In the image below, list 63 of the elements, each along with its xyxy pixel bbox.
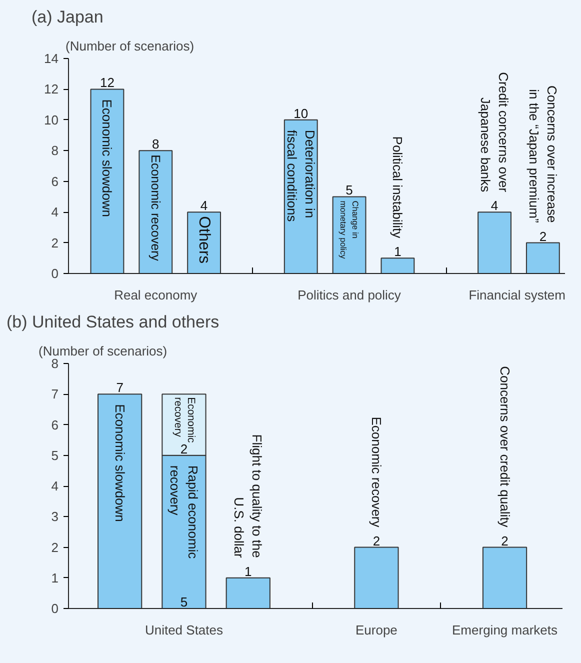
x-tick-label: Others [196, 216, 213, 264]
bar [138, 150, 173, 274]
y-tick-label: 4 [51, 478, 59, 494]
y-tick-label: 6 [51, 417, 59, 432]
y-axis-title: (Number of scenarios) [66, 38, 194, 54]
y-tick-label: 1 [51, 570, 59, 586]
y-tick-label: 14 [44, 51, 59, 66]
y-tick-label: 2 [51, 540, 59, 555]
x-tick-label: Concerns over credit quality [497, 366, 512, 528]
y-tick-label: 5 [51, 448, 59, 463]
bar [380, 258, 415, 274]
data-label: 7 [116, 380, 124, 396]
y-tick-label: 12 [44, 82, 59, 97]
y-axis-title: (Number of scenarios) [38, 344, 168, 358]
data-label: 12 [100, 75, 114, 90]
data-label: 1 [394, 244, 402, 260]
bar [354, 546, 399, 608]
y-tick-label: 8 [51, 356, 59, 371]
text: Politics and policy [298, 288, 402, 302]
bar [90, 88, 124, 274]
data-label: 4 [200, 198, 208, 214]
x-tick-label: Credit concerns over Japanese banks [478, 72, 512, 193]
x-tick-label: Economic slowdown [112, 404, 128, 522]
data-label: 5 [180, 594, 188, 610]
text: United States [144, 622, 224, 638]
y-tick-label: 4 [51, 204, 59, 220]
text: Real economy [114, 288, 198, 302]
x-tick-label: Deterioration in fiscal conditions [284, 130, 318, 222]
x-tick-label: Political instability [390, 136, 406, 239]
x-tick-label: Economic recovery [368, 416, 384, 528]
text: Emerging markets [452, 622, 558, 638]
y-tick-label: 2 [51, 235, 59, 250]
data-label: 4 [490, 198, 498, 214]
data-label: 2 [372, 533, 380, 548]
y-tick-label: 7 [51, 386, 59, 402]
data-label: 8 [152, 136, 160, 152]
text: Financial system [468, 288, 566, 302]
y-tick-label: 3 [51, 509, 59, 524]
x-tick-label: Concerns over increase in the “Japan premium” [526, 86, 560, 223]
x-tick-label: Rapid economic recovery [167, 465, 200, 560]
y-tick-label: 0 [51, 266, 59, 281]
bar [98, 394, 142, 608]
data-label: 1 [244, 564, 252, 579]
data-label: 2 [180, 441, 188, 456]
x-tick-label: Economic recovery [148, 154, 163, 262]
chart-title: (b) United States and others [6, 312, 220, 332]
data-label: 2 [501, 533, 508, 548]
data-label: 10 [294, 106, 308, 121]
bar [226, 577, 270, 608]
x-tick-label: Flight to quality to the U.S. dollar [232, 434, 265, 559]
x-tick-label: Change in monetary policy [338, 200, 360, 260]
y-tick-label: 6 [51, 174, 59, 189]
data-label: 5 [346, 182, 353, 198]
chart-title: (a) Japan [32, 8, 104, 26]
bar [478, 212, 512, 274]
y-tick-label: 10 [44, 112, 59, 128]
text: Europe [355, 622, 398, 638]
bar [482, 546, 528, 608]
y-tick-label: 0 [51, 601, 59, 616]
data-label: 2 [539, 228, 547, 244]
bar [526, 242, 560, 274]
y-tick-label: 8 [51, 143, 59, 158]
x-tick-label: Economic slowdown [100, 99, 115, 217]
